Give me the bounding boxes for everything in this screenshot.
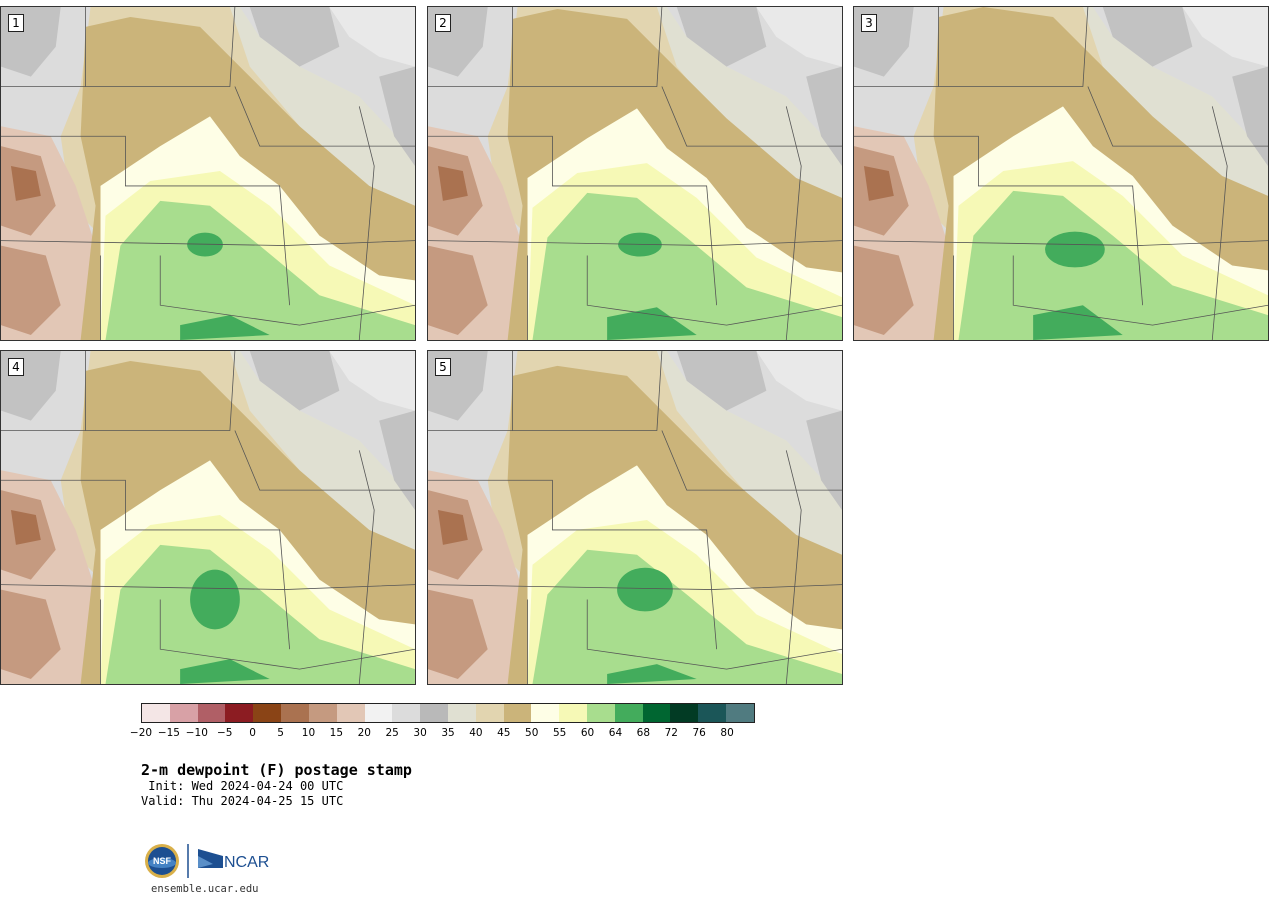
- dewpoint-map: [854, 7, 1268, 340]
- colorbar-swatch: [142, 704, 170, 722]
- colorbar-tick-label: 35: [441, 727, 455, 739]
- colorbar-tick-label: 60: [580, 727, 595, 739]
- dewpoint-map: [428, 7, 842, 340]
- colorbar-swatch: [197, 704, 226, 722]
- dewpoint-map: [428, 351, 842, 684]
- colorbar-swatch: [642, 704, 671, 722]
- colorbar-tick-label: 40: [469, 727, 483, 739]
- colorbar-tick-label: 55: [552, 727, 567, 739]
- colorbar-tick-label: 15: [329, 727, 344, 739]
- panel-number-label: 4: [8, 358, 24, 376]
- map-panel-4: 4: [0, 350, 416, 685]
- colorbar-tick-label: −10: [185, 727, 208, 739]
- colorbar-tick-label: 80: [720, 727, 734, 739]
- dewpoint-map: [1, 7, 415, 340]
- colorbar-swatch: [726, 704, 754, 722]
- colorbar-tick-label: −15: [157, 727, 180, 739]
- colorbar-swatch: [503, 704, 532, 722]
- map-panel-3: 3: [853, 6, 1269, 341]
- colorbar-swatch: [225, 704, 254, 722]
- colorbar-tick-label: −5: [216, 727, 233, 739]
- colorbar-swatch: [336, 704, 365, 722]
- colorbar-tick-label: −20: [129, 727, 153, 739]
- colorbar-swatch: [587, 704, 615, 722]
- colorbar-swatch: [475, 704, 504, 722]
- colorbar-swatch: [420, 704, 448, 722]
- init-time: Init: Wed 2024-04-24 00 UTC: [141, 779, 344, 793]
- panel-number-label: 3: [861, 14, 877, 32]
- colorbar-swatch: [698, 704, 727, 722]
- map-panel-1: 1: [0, 6, 416, 341]
- footer-url: ensemble.ucar.edu: [151, 883, 259, 895]
- colorbar-tick-label: 64: [608, 727, 623, 739]
- colorbar: [141, 703, 755, 723]
- chart-title: 2-m dewpoint (F) postage stamp: [141, 761, 412, 779]
- colorbar-swatch: [392, 704, 421, 722]
- colorbar-tick-label: 45: [497, 727, 511, 739]
- colorbar-swatch: [169, 704, 198, 722]
- map-panel-5: 5: [427, 350, 843, 685]
- colorbar-swatch: [364, 704, 393, 722]
- colorbar-swatch: [614, 704, 643, 722]
- valid-time: Valid: Thu 2024-04-25 15 UTC: [141, 794, 344, 808]
- colorbar-swatch: [281, 704, 309, 722]
- nsf-ncar-logo: NSF NCAR: [145, 844, 269, 878]
- panel-number-label: 1: [8, 14, 24, 32]
- ncar-text: NCAR: [224, 854, 269, 871]
- colorbar-tick-label: 5: [277, 727, 284, 739]
- map-panel-2: 2: [427, 6, 843, 341]
- panel-number-label: 5: [435, 358, 451, 376]
- colorbar-ticks: −20 −15 −10 −5 0 5 10 15 20 25 30 35 40 45 50 55 60 64 68 7…: [130, 727, 755, 741]
- colorbar-tick-label: 20: [357, 727, 371, 739]
- panel-number-label: 2: [435, 14, 451, 32]
- colorbar-swatch: [559, 704, 587, 722]
- colorbar-swatch: [531, 704, 560, 722]
- dewpoint-map: [1, 351, 415, 684]
- nsf-text: NSF: [153, 856, 172, 866]
- colorbar-tick-label: 50: [525, 727, 539, 739]
- colorbar-swatch: [308, 704, 337, 722]
- colorbar-swatch: [447, 704, 476, 722]
- colorbar-tick-label: 72: [664, 727, 678, 739]
- colorbar-tick-label: 0: [249, 727, 256, 739]
- colorbar-swatch: [253, 704, 282, 722]
- colorbar-tick-label: 76: [692, 727, 706, 739]
- colorbar-tick-label: 30: [413, 727, 427, 739]
- colorbar-tick-label: 25: [385, 727, 399, 739]
- colorbar-tick-label: 68: [636, 727, 651, 739]
- colorbar-swatch: [670, 704, 699, 722]
- colorbar-tick-label: 10: [301, 727, 316, 739]
